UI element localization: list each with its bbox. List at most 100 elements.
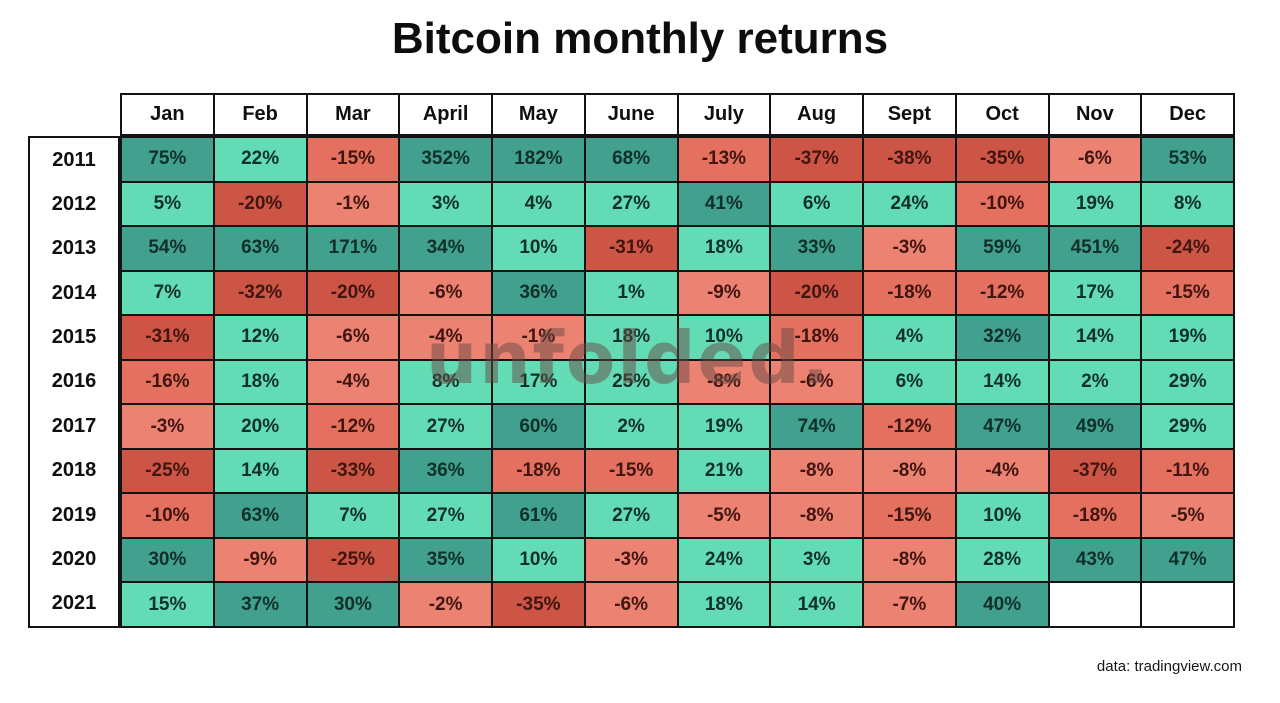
return-cell-2016-dec: 29% — [1142, 360, 1233, 404]
return-cell-2019-june: 27% — [585, 494, 677, 537]
return-cell-2013-dec: -24% — [1142, 227, 1233, 270]
year-label-2012: 2012 — [51, 193, 97, 216]
return-cell-2013-mar: 171% — [307, 227, 399, 270]
return-cell-2020-sept: -8% — [864, 538, 955, 582]
return-cell-2016-mar: -4% — [307, 360, 399, 404]
return-cell-2011-april: 352% — [400, 138, 491, 181]
return-cell-2014-feb: -32% — [214, 271, 306, 315]
return-cell-2020-june: -3% — [585, 538, 677, 582]
return-cell-2020-jan: 30% — [122, 538, 213, 582]
month-header-june: June — [585, 95, 677, 134]
return-cell-2016-aug: -6% — [771, 360, 862, 404]
month-header-dec: Dec — [1142, 95, 1233, 134]
return-cell-2020-oct: 28% — [956, 538, 1048, 582]
return-cell-2015-july: 10% — [678, 316, 770, 359]
return-cell-2011-nov: -6% — [1049, 138, 1141, 181]
return-cell-2016-june: 25% — [585, 360, 677, 404]
return-cell-2018-april: 36% — [400, 449, 491, 493]
return-cell-2012-july: 41% — [678, 182, 770, 226]
return-cell-2017-mar: -12% — [307, 405, 399, 448]
month-header-feb: Feb — [214, 95, 306, 134]
return-cell-2012-dec: 8% — [1142, 182, 1233, 226]
return-cell-2011-oct: -35% — [956, 138, 1048, 181]
return-cell-2021-mar: 30% — [307, 583, 399, 626]
return-cell-2017-aug: 74% — [771, 405, 862, 448]
return-cell-2021-aug: 14% — [771, 583, 862, 626]
return-cell-2016-oct: 14% — [956, 360, 1048, 404]
year-label-2020: 2020 — [51, 547, 97, 570]
month-header-row: Jan Feb Mar April May June July Aug Sept Oct Nov De… — [120, 93, 1235, 136]
return-cell-2015-oct: 32% — [956, 316, 1048, 359]
return-cell-2019-sept: -15% — [864, 494, 955, 537]
return-cell-2018-dec: -11% — [1142, 449, 1233, 493]
page-title: Bitcoin monthly returns — [391, 14, 889, 63]
return-cell-2017-jan: -3% — [122, 405, 213, 448]
year-label-2011: 2011 — [52, 148, 96, 171]
return-cell-2014-oct: -12% — [956, 271, 1048, 315]
return-cell-2019-jan: -10% — [122, 494, 213, 537]
return-cell-2021-sept: -7% — [864, 583, 955, 626]
year-label-2014: 2014 — [51, 281, 97, 304]
return-cell-2012-sept: 24% — [864, 182, 955, 226]
return-cell-2013-sept: -3% — [864, 227, 955, 270]
return-cell-2014-mar: -20% — [307, 271, 399, 315]
return-cell-2016-july: -8% — [678, 360, 770, 404]
year-label-2021: 2021 — [51, 592, 97, 615]
return-cell-2012-nov: 19% — [1049, 182, 1141, 226]
year-label-2013: 2013 — [51, 237, 97, 260]
return-cell-2012-feb: -20% — [214, 182, 306, 226]
return-cell-2015-june: 18% — [585, 316, 677, 359]
return-cell-2021-oct: 40% — [956, 583, 1048, 626]
return-cell-2018-jan: -25% — [122, 449, 213, 493]
return-cell-2018-june: -15% — [585, 449, 677, 493]
year-column: 2011 2012 2013 2014 2015 2016 2017 2018 2019 2020… — [28, 136, 120, 628]
return-cell-2019-mar: 7% — [307, 494, 399, 537]
return-cell-2021-feb: 37% — [214, 583, 306, 626]
return-cell-2014-aug: -20% — [771, 271, 862, 315]
return-cell-2015-april: -4% — [400, 316, 491, 359]
month-header-july: July — [678, 95, 770, 134]
return-cell-2012-june: 27% — [585, 182, 677, 226]
returns-heatmap: 75% 22% -15% 352% 182% 68% -13% -37% -38% -35% -6%… — [120, 136, 1235, 628]
return-cell-2020-nov: 43% — [1049, 538, 1141, 582]
return-cell-2016-may: 17% — [493, 360, 584, 404]
return-cell-2018-feb: 14% — [214, 449, 306, 493]
return-cell-2014-july: -9% — [678, 271, 770, 315]
month-header-aug: Aug — [771, 95, 862, 134]
return-cell-2011-may: 182% — [493, 138, 584, 181]
return-cell-2018-oct: -4% — [956, 449, 1048, 493]
return-cell-2020-july: 24% — [678, 538, 770, 582]
return-cell-2015-nov: 14% — [1049, 316, 1141, 359]
return-cell-2011-july: -13% — [678, 138, 770, 181]
return-cell-2014-jan: 7% — [122, 271, 213, 315]
month-header-oct: Oct — [956, 95, 1048, 134]
month-header-jan: Jan — [122, 95, 213, 134]
year-label-2017: 2017 — [51, 414, 97, 437]
return-cell-2014-april: -6% — [400, 271, 491, 315]
return-cell-2013-july: 18% — [678, 227, 770, 270]
return-cell-2016-feb: 18% — [214, 360, 306, 404]
return-cell-2020-dec: 47% — [1142, 538, 1233, 582]
year-label-2019: 2019 — [51, 503, 97, 526]
return-cell-2019-may: 61% — [493, 494, 584, 537]
return-cell-2018-may: -18% — [493, 449, 584, 493]
return-cell-2017-april: 27% — [400, 405, 491, 448]
month-header-mar: Mar — [307, 95, 399, 134]
return-cell-2018-aug: -8% — [771, 449, 862, 493]
return-cell-2018-mar: -33% — [307, 449, 399, 493]
data-source-caption: data: tradingview.com — [1096, 658, 1242, 675]
month-header-nov: Nov — [1049, 95, 1141, 134]
return-cell-2015-aug: -18% — [771, 316, 862, 359]
return-cell-2016-sept: 6% — [864, 360, 955, 404]
return-cell-2016-nov: 2% — [1049, 360, 1141, 404]
return-cell-2016-april: 8% — [400, 360, 491, 404]
return-cell-2013-nov: 451% — [1049, 227, 1141, 270]
month-header-april: April — [400, 95, 491, 134]
return-cell-2018-nov: -37% — [1049, 449, 1141, 493]
return-cell-2018-july: 21% — [678, 449, 770, 493]
return-cell-2021-july: 18% — [678, 583, 770, 626]
return-cell-2011-feb: 22% — [214, 138, 306, 181]
return-cell-2013-june: -31% — [585, 227, 677, 270]
return-cell-2015-may: -1% — [493, 316, 584, 359]
return-cell-2012-oct: -10% — [956, 182, 1048, 226]
